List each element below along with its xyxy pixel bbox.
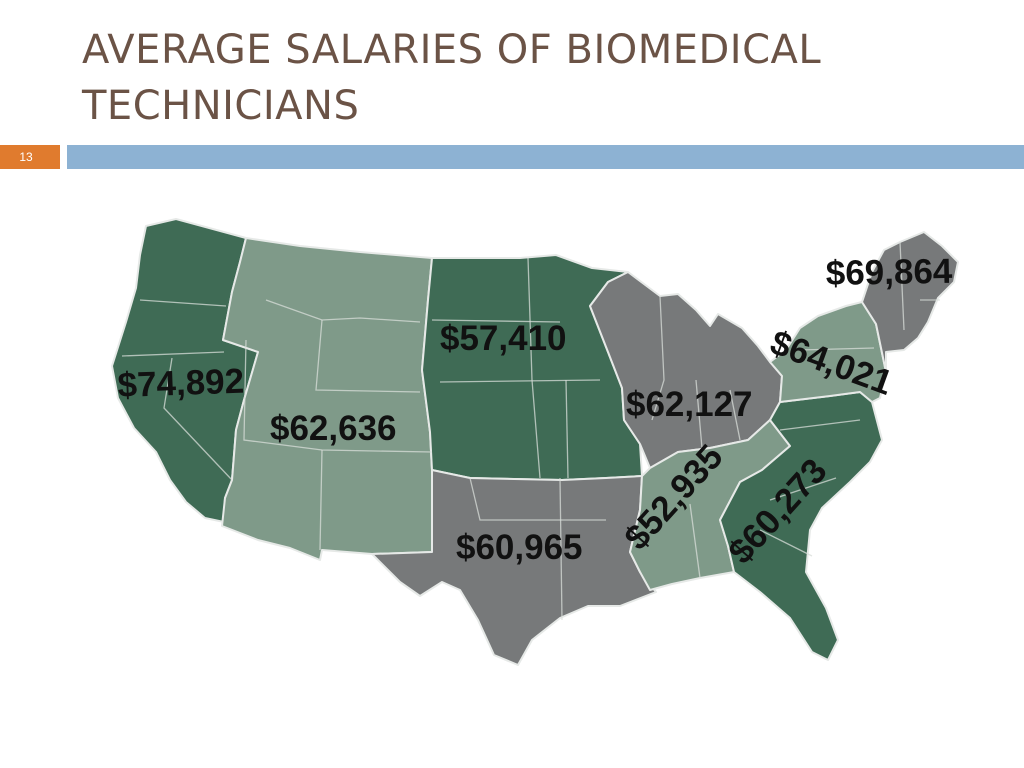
salary-label-pacific: $74,892 (117, 362, 245, 405)
region-mountain (221, 237, 433, 561)
slide-number: 13 (0, 145, 60, 169)
salary-label-mountain: $62,636 (270, 409, 397, 448)
salary-label-new-england: $69,864 (825, 252, 953, 293)
salary-label-east-north-central: $62,127 (626, 385, 753, 424)
salary-label-west-south-central: $60,965 (456, 528, 583, 567)
region-new-england (861, 231, 959, 373)
title-divider (67, 145, 1024, 169)
salary-label-west-north-central: $57,410 (440, 319, 567, 358)
region-west-south-central (371, 469, 657, 666)
slide-title: AVERAGE SALARIES OF BIOMEDICAL TECHNICIA… (82, 27, 822, 129)
state-borders (121, 241, 940, 621)
